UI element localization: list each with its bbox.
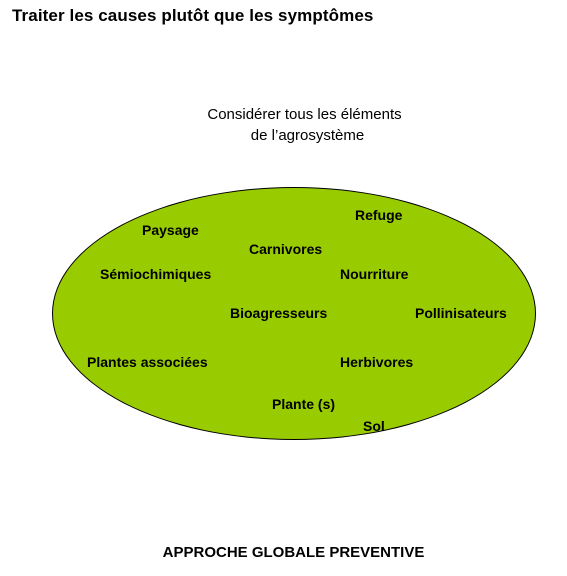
page-title: Traiter les causes plutôt que les symptô… (12, 6, 374, 25)
term-semiochimiques: Sémiochimiques (100, 266, 212, 282)
term-plantes-associees: Plantes associées (87, 354, 208, 370)
term-sol: Sol (363, 418, 385, 434)
term-pollinisateurs: Pollinisateurs (415, 305, 507, 321)
term-paysage: Paysage (142, 222, 199, 238)
term-plante: Plante (s) (272, 396, 336, 412)
subtitle-line-1: Considérer tous les éléments (207, 106, 402, 123)
term-bioagresseurs: Bioagresseurs (230, 305, 328, 321)
term-herbivores: Herbivores (340, 354, 414, 370)
term-nourriture: Nourriture (340, 266, 409, 282)
diagram-subtitle: Considérer tous les éléments de l’agrosy… (0, 104, 567, 146)
term-refuge: Refuge (355, 207, 403, 223)
agrosystem-ellipse (52, 187, 536, 440)
footer-caption: APPROCHE GLOBALE PREVENTIVE (162, 544, 425, 561)
term-carnivores: Carnivores (249, 241, 323, 257)
subtitle-line-2: de l’agrosystème (250, 127, 365, 144)
